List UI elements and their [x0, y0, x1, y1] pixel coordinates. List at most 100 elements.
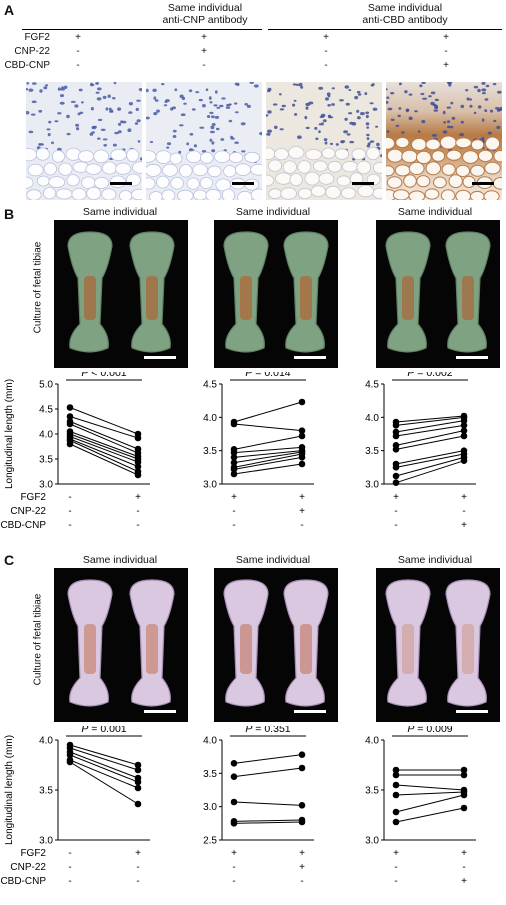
pair-line: [395, 420, 465, 433]
nucleus-dot: [305, 126, 310, 130]
data-point-before: [392, 446, 400, 453]
nucleus-dot: [434, 104, 438, 108]
nucleus-dot: [398, 82, 402, 86]
nucleus-dot: [318, 130, 321, 134]
adipocyte-cell: [146, 177, 156, 190]
adipocyte-cell: [156, 175, 170, 189]
nucleus-dot: [97, 87, 102, 91]
nucleus-dot: [103, 144, 107, 147]
nucleus-dot: [433, 109, 439, 112]
micrograph-4-image: [386, 82, 502, 200]
data-point-after: [134, 471, 142, 479]
p-value-label: P < 0.001: [81, 372, 126, 379]
condition-symbol: +: [461, 848, 467, 859]
tibia-bone: [67, 231, 113, 353]
adipocyte-cell: [386, 136, 396, 150]
nucleus-dot: [327, 114, 332, 118]
nucleus-dot: [90, 82, 93, 87]
nucleus-dot: [366, 144, 370, 148]
nucleus-dot: [414, 110, 418, 113]
photo-scale-bar: [144, 356, 176, 359]
data-point-after: [460, 766, 468, 774]
paired-chart: 3.0 3.5 4.0 4.5 P = 0.014 + - - + + -: [203, 367, 314, 531]
nucleus-dot: [179, 94, 184, 99]
panel-c-title-1: Same individual: [82, 554, 158, 566]
nucleus-dot: [156, 109, 160, 113]
pair-line: [233, 450, 303, 458]
bone-marrow-region: [84, 276, 96, 320]
nucleus-dot: [198, 98, 203, 102]
pair-line: [395, 807, 465, 823]
pair-line: [233, 451, 303, 464]
condition-symbol: -: [76, 60, 80, 71]
adipocyte-cell: [58, 162, 73, 176]
nucleus-dot: [279, 128, 284, 131]
data-point-after: [134, 766, 142, 774]
y-tick-label: 4.0: [365, 736, 379, 747]
data-point-after: [134, 463, 142, 470]
adipocyte-cell: [250, 163, 262, 176]
nucleus-dot: [54, 120, 59, 123]
data-point-before: [392, 432, 400, 440]
adipocyte-cell: [101, 161, 117, 175]
adipocyte-cell: [416, 150, 432, 165]
nucleus-dot: [481, 82, 486, 85]
pair-line: [233, 456, 303, 470]
condition-symbol: +: [299, 862, 305, 873]
adipocyte-cell: [401, 149, 418, 164]
adipocyte-cell: [275, 172, 292, 185]
adipocyte-cell: [357, 184, 374, 198]
condition-label: CBD-CNP: [4, 60, 50, 71]
nucleus-dot: [408, 116, 413, 121]
condition-symbol: -: [68, 506, 71, 517]
pair-line: [395, 460, 465, 484]
data-point-before: [392, 771, 400, 779]
nucleus-dot: [206, 115, 211, 118]
pair-line: [395, 456, 465, 477]
condition-symbol: +: [231, 848, 237, 859]
bone-marrow-region: [240, 276, 252, 320]
adipocyte-cell: [483, 190, 500, 200]
data-point-before: [230, 760, 238, 767]
p-value-symbol: P: [81, 726, 88, 735]
y-tick-label: 3.5: [203, 769, 217, 780]
nucleus-dot: [234, 102, 238, 105]
p-value-text: = 0.002: [414, 372, 452, 379]
nucleus-dot: [183, 102, 187, 105]
nucleus-dot: [48, 120, 52, 124]
nucleus-dot: [209, 111, 214, 115]
adipocyte-cell: [179, 164, 193, 178]
nucleus-dot: [146, 88, 149, 93]
nucleus-dot: [241, 150, 246, 153]
adipocyte-cell: [425, 138, 441, 151]
nucleus-dot: [421, 120, 426, 124]
pair-line: [69, 407, 139, 435]
nucleus-dot: [327, 104, 331, 107]
nucleus-dot: [253, 84, 259, 88]
nucleus-dot: [91, 131, 95, 134]
nucleus-dot: [495, 107, 500, 110]
condition-symbol: -: [324, 60, 328, 71]
pair-line: [395, 415, 465, 423]
y-tick-label: 3.0: [39, 836, 53, 847]
adipocyte-cell: [192, 163, 208, 177]
condition-row-label: CBD-CNP: [0, 520, 46, 531]
bone-marrow-region: [462, 624, 474, 674]
nucleus-dot: [75, 123, 80, 127]
nucleus-dot: [326, 92, 331, 96]
pair-line: [69, 759, 139, 789]
y-tick-label: 5.0: [39, 380, 53, 391]
nucleus-dot: [188, 89, 193, 93]
pair-line: [69, 440, 139, 472]
p-value-symbol: P: [407, 726, 414, 735]
adipocyte-cell: [433, 176, 447, 189]
nucleus-dot: [244, 103, 248, 106]
nucleus-dot: [375, 125, 379, 128]
bone-marrow-region: [462, 276, 474, 320]
nucleus-dot: [473, 111, 477, 115]
nucleus-dot: [153, 96, 157, 100]
nucleus-dot: [46, 128, 51, 131]
adipocyte-cell: [186, 177, 200, 190]
nucleus-dot: [469, 98, 473, 101]
pair-line: [69, 436, 139, 463]
